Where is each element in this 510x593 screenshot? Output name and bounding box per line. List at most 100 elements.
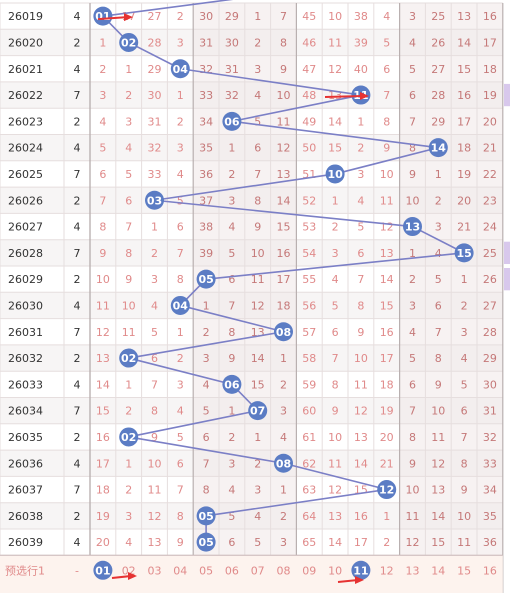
omission-value: 13 [277, 168, 291, 181]
preselect-number[interactable]: 16 [483, 564, 497, 577]
preselect-number[interactable]: 12 [380, 564, 394, 577]
omission-value: 7 [409, 405, 416, 418]
omission-value: 59 [302, 378, 316, 391]
omission-value: 2 [177, 115, 184, 128]
omission-value: 5 [151, 326, 158, 339]
omission-value: 5 [383, 36, 390, 49]
preselect-number[interactable]: 01 [93, 560, 113, 580]
trend-lines [102, 0, 465, 543]
omission-value: 13 [457, 10, 471, 23]
count-value: 4 [74, 457, 81, 470]
preselect-number[interactable]: 10 [328, 564, 342, 577]
omission-value: 5 [254, 115, 261, 128]
omission-value: 8 [125, 247, 132, 260]
omission-value: 14 [328, 115, 342, 128]
omission-value: 4 [461, 352, 468, 365]
count-value: 2 [74, 36, 81, 49]
omission-value: 12 [380, 221, 394, 234]
omission-value: 1 [99, 36, 106, 49]
winning-ball: 05 [196, 532, 216, 552]
omission-value: 8 [177, 273, 184, 286]
omission-value: 24 [483, 221, 497, 234]
omission-value: 18 [277, 299, 291, 312]
omission-value: 10 [277, 89, 291, 102]
preselect-number[interactable]: 14 [431, 564, 445, 577]
omission-value: 4 [357, 194, 364, 207]
count-value: 7 [74, 89, 81, 102]
svg-text:02: 02 [121, 431, 136, 444]
preselect-number[interactable]: 08 [277, 564, 291, 577]
trend-segment [205, 488, 387, 517]
omission-value: 3 [357, 168, 364, 181]
red-arrow [324, 92, 369, 101]
omission-value: 16 [354, 510, 368, 523]
preselect-number[interactable]: 15 [457, 564, 471, 577]
omission-value: 16 [457, 89, 471, 102]
omission-value: 2 [228, 168, 235, 181]
preselect-number[interactable]: 05 [199, 564, 213, 577]
preselect-label: 预选行1 [5, 564, 45, 577]
preselect-number[interactable]: 06 [225, 564, 239, 577]
omission-value: 7 [177, 484, 184, 497]
omission-value: 11 [406, 510, 420, 523]
omission-value: 33 [483, 457, 497, 470]
trend-segment [412, 225, 465, 254]
preselect-number[interactable]: 07 [251, 564, 265, 577]
winning-ball: 01 [93, 6, 113, 26]
omission-value: 6 [435, 299, 442, 312]
omission-value: 8 [99, 221, 106, 234]
issue-number: 26024 [8, 142, 43, 155]
omission-value: 7 [254, 168, 261, 181]
preselect-number[interactable]: 13 [406, 564, 420, 577]
omission-value: 6 [228, 273, 235, 286]
omission-value: 1 [409, 247, 416, 260]
omission-value: 9 [254, 221, 261, 234]
omission-value: 7 [409, 115, 416, 128]
omission-value: 34 [483, 484, 497, 497]
preselect-number[interactable]: 09 [302, 564, 316, 577]
omission-value: 7 [461, 431, 468, 444]
omission-value: 6 [357, 247, 364, 260]
svg-text:13: 13 [406, 564, 420, 577]
preselect-number[interactable]: 11 [351, 560, 371, 580]
omission-value: 5 [177, 431, 184, 444]
omission-value: 1 [383, 510, 390, 523]
omission-value: 31 [225, 63, 239, 76]
count-value: 7 [74, 247, 81, 260]
svg-text:04: 04 [173, 63, 189, 76]
omission-value: 3 [409, 10, 416, 23]
preselect-number[interactable]: 03 [148, 564, 162, 577]
omission-value: 11 [380, 194, 394, 207]
issue-number: 26019 [8, 10, 43, 23]
omission-value: 20 [380, 431, 394, 444]
omission-value: 15 [277, 221, 291, 234]
trend-segment [283, 462, 387, 491]
omission-value: 17 [380, 352, 394, 365]
issue-number: 26028 [8, 247, 43, 260]
preselect-row-background [0, 555, 503, 593]
preselect-number[interactable]: 04 [173, 564, 187, 577]
omission-value: 3 [332, 247, 339, 260]
omission-value: 8 [151, 405, 158, 418]
preselect-row[interactable]: 预选行1-01 02 03 04 05 06 07 08 09 10 11 12 13 14 15 16 [0, 554, 503, 593]
omission-value: 65 [302, 536, 316, 549]
omission-value: 6 [332, 326, 339, 339]
omission-value: 2 [357, 142, 364, 155]
omission-value: 3 [280, 405, 287, 418]
omission-value: 9 [357, 326, 364, 339]
omission-value: 18 [483, 63, 497, 76]
omission-value: 12 [251, 299, 265, 312]
count-value: 4 [74, 10, 81, 23]
trend-segment [180, 67, 362, 96]
svg-text:12: 12 [380, 564, 394, 577]
omission-value: 9 [383, 142, 390, 155]
omission-value: 5 [357, 221, 364, 234]
omission-value: 3 [254, 484, 261, 497]
omission-value: 30 [199, 10, 213, 23]
omission-value: 10 [457, 510, 471, 523]
omission-value: 60 [302, 405, 316, 418]
omission-value: 4 [228, 484, 235, 497]
omission-value: 5 [435, 273, 442, 286]
winning-ball: 03 [145, 190, 164, 210]
omission-value: 4 [280, 431, 287, 444]
